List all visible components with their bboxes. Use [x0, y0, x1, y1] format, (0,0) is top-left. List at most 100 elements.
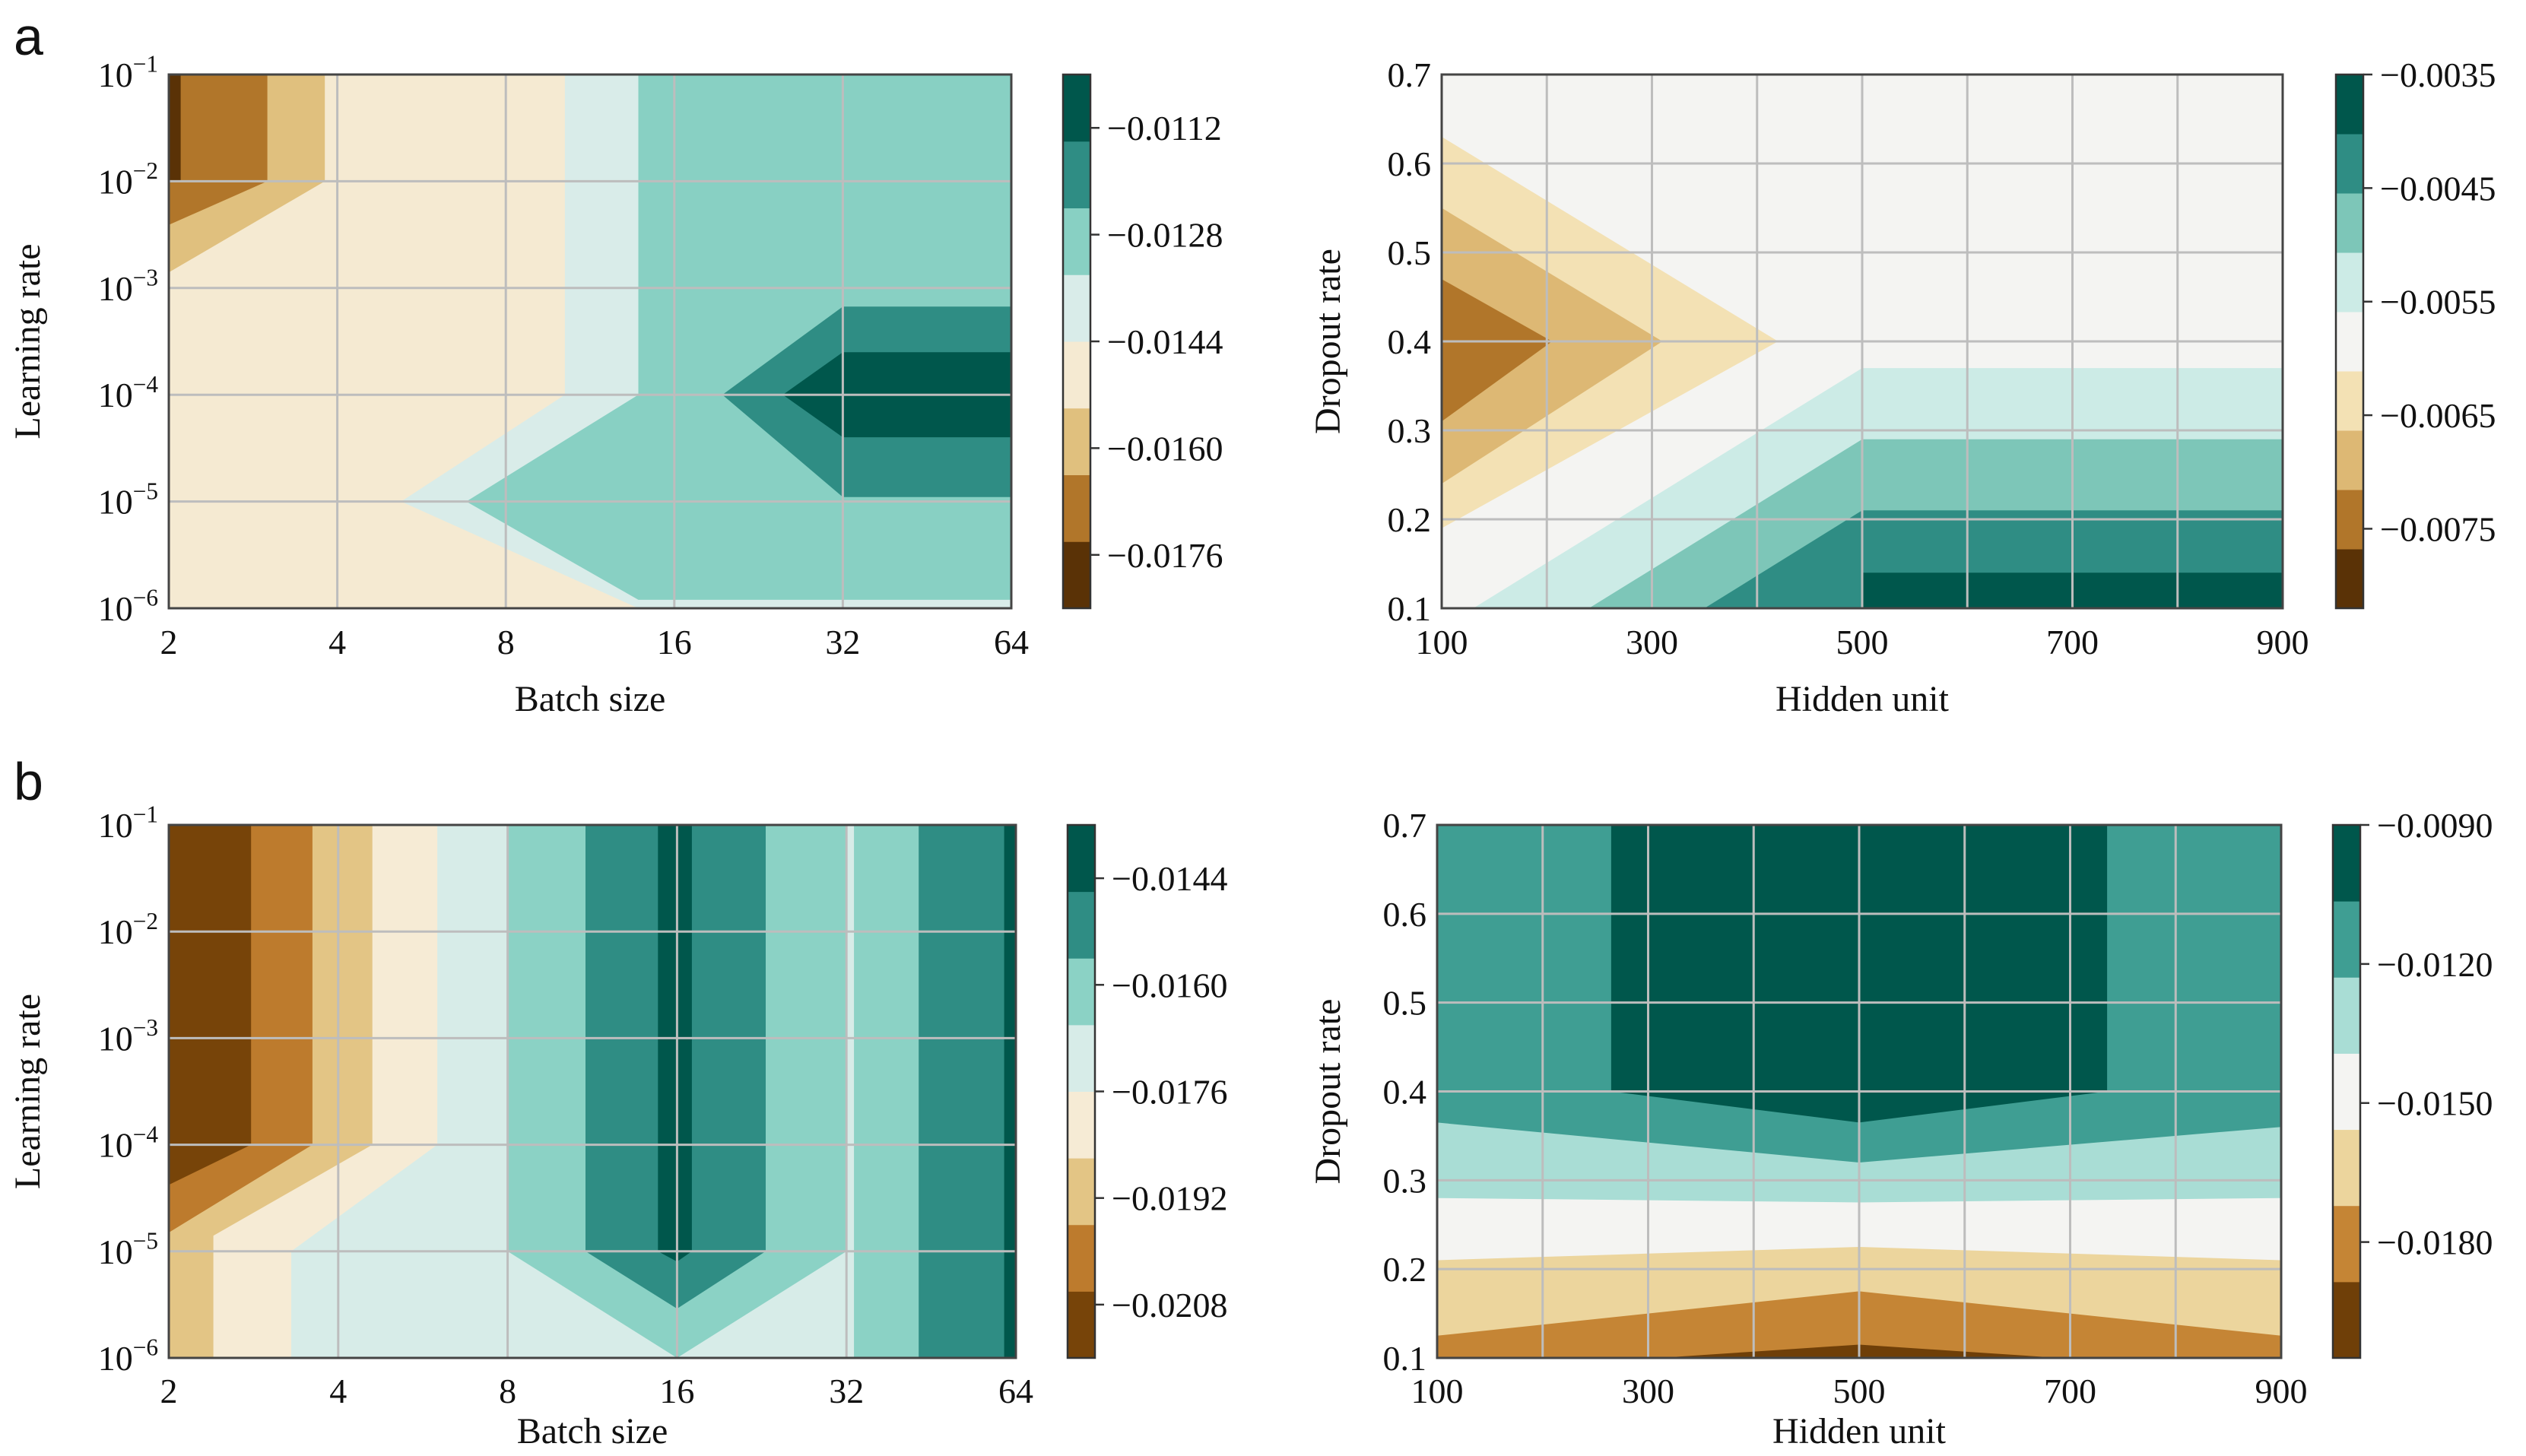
colorbar-tick-label: −0.0128 — [1107, 216, 1223, 255]
contour-region-5 — [169, 825, 252, 1185]
y-axis-label: Learning rate — [8, 243, 48, 439]
colorbar-segment — [2336, 193, 2363, 253]
x-axis-label: Hidden unit — [1772, 1411, 1947, 1451]
colorbar-tick-label: −0.0112 — [1107, 109, 1222, 148]
colorbar-tick-label: −0.0055 — [2380, 283, 2496, 322]
y-tick-label: 0.2 — [1383, 1250, 1427, 1289]
colorbar-tick-label: −0.0144 — [1112, 859, 1227, 898]
colorbar-tick-label: −0.0120 — [2377, 945, 2493, 984]
y-tick-label: 10−6 — [98, 585, 158, 628]
colorbar-segment — [1063, 474, 1090, 542]
colorbar-segment — [1063, 341, 1090, 409]
y-tick-label: 10−3 — [98, 264, 158, 307]
y-tick-label: 10−1 — [98, 51, 158, 94]
colorbar-segment — [2336, 549, 2363, 609]
contour-regions — [169, 825, 1016, 1358]
colorbar-tick-label: −0.0090 — [2377, 806, 2493, 845]
colorbar-segment — [1068, 1224, 1095, 1292]
colorbar-segment — [1063, 75, 1090, 142]
y-tick-label: 0.7 — [1388, 56, 1432, 94]
panel-letter-a: a — [14, 7, 43, 66]
colorbar-segment — [2336, 312, 2363, 372]
contour-region-9 — [919, 825, 1016, 1358]
chart-1: 2 4 8 16 32 64 10−6 10−5 10−4 10−3 10−2 10−1 Batch s… — [8, 51, 1223, 719]
x-tick-label: 100 — [1416, 623, 1468, 661]
y-tick-label: 10−5 — [98, 1227, 158, 1270]
contour-region-11 — [1004, 825, 1016, 1358]
x-tick-label: 64 — [994, 623, 1029, 661]
x-tick-label: 64 — [998, 1372, 1033, 1410]
colorbar-segment — [2336, 134, 2363, 194]
colorbar-segment — [1068, 891, 1095, 959]
x-tick-label: 16 — [659, 1372, 694, 1410]
y-tick-label: 0.5 — [1383, 984, 1427, 1023]
y-axis-label: Dropout rate — [1308, 249, 1348, 434]
colorbar-segment — [2333, 1281, 2360, 1359]
y-tick-label: 0.1 — [1388, 589, 1432, 628]
y-tick-label: 0.2 — [1388, 500, 1432, 539]
colorbar-segment — [2333, 1053, 2360, 1131]
y-tick-label: 10−6 — [98, 1334, 158, 1378]
colorbar-segment — [1068, 1291, 1095, 1359]
x-tick-label: 32 — [829, 1372, 864, 1410]
colorbar-segment — [1063, 141, 1090, 208]
x-tick-label: 100 — [1411, 1372, 1464, 1410]
y-tick-label: 0.3 — [1388, 411, 1432, 450]
colorbar-tick-label: −0.0065 — [2380, 396, 2496, 435]
y-tick-label: 0.3 — [1383, 1161, 1427, 1200]
colorbar-segment — [2333, 825, 2360, 902]
contour-region-4 — [1442, 279, 1553, 422]
y-axis-label: Dropout rate — [1308, 999, 1348, 1185]
colorbar-tick-label: −0.0045 — [2380, 169, 2496, 208]
colorbar-tick-label: −0.0035 — [2380, 56, 2496, 94]
x-tick-label: 8 — [499, 1372, 516, 1410]
colorbar-segment — [1063, 541, 1090, 609]
colorbar-segment — [1068, 958, 1095, 1026]
x-tick-label: 2 — [160, 623, 178, 661]
colorbar-frame — [2331, 823, 2362, 1359]
x-axis-label: Batch size — [517, 1411, 668, 1451]
plot-frame — [167, 823, 1017, 1359]
colorbar: −0.0090 −0.0120 −0.0150 −0.0180 — [2331, 806, 2493, 1359]
x-tick-label: 900 — [2257, 623, 2309, 661]
chart-2: 100 300 500 700 900 0.1 0.2 0.3 0.4 0.5 0.6 0.7 Hidd… — [1308, 56, 2496, 719]
y-tick-label: 0.7 — [1383, 806, 1427, 845]
colorbar-segment — [2333, 901, 2360, 978]
colorbar-segment — [1068, 1024, 1095, 1092]
colorbar-segment — [1063, 208, 1090, 275]
contour-region-3 — [169, 75, 268, 225]
y-tick-label: 0.6 — [1383, 895, 1427, 934]
x-tick-label: 500 — [1833, 1372, 1886, 1410]
colorbar-tick-label: −0.0075 — [2380, 509, 2496, 548]
x-tick-label: 4 — [328, 623, 346, 661]
x-tick-label: 16 — [657, 623, 692, 661]
colorbar-tick-label: −0.0150 — [2377, 1084, 2493, 1123]
chart-3: 2 4 8 16 32 64 10−6 10−5 10−4 10−3 10−2 10−1 Batch s… — [8, 801, 1227, 1451]
colorbar-segment — [2336, 252, 2363, 312]
y-tick-label: 0.1 — [1383, 1339, 1427, 1378]
x-tick-label: 900 — [2255, 1372, 2308, 1410]
colorbar: −0.0144 −0.0160 −0.0176 −0.0192 −0.0208 — [1066, 823, 1227, 1359]
colorbar-segment — [2336, 430, 2363, 490]
x-tick-label: 8 — [497, 623, 515, 661]
colorbar-segment — [1068, 1158, 1095, 1226]
plot-frame — [1436, 823, 2283, 1359]
colorbar-segment — [1063, 408, 1090, 475]
colorbar-tick-label: −0.0208 — [1112, 1286, 1227, 1324]
colorbar-tick-label: −0.0160 — [1107, 429, 1223, 468]
y-tick-label: 10−1 — [98, 801, 158, 845]
colorbar-segment — [2333, 977, 2360, 1054]
y-tick-label: 0.4 — [1388, 322, 1432, 361]
x-tick-label: 2 — [160, 1372, 178, 1410]
colorbar-segment — [2336, 75, 2363, 135]
x-tick-label: 700 — [2046, 623, 2099, 661]
y-tick-label: 0.4 — [1383, 1073, 1427, 1112]
x-tick-label: 300 — [1626, 623, 1678, 661]
contour-regions — [169, 75, 1011, 608]
y-tick-label: 10−4 — [98, 1121, 159, 1164]
y-tick-label: 0.5 — [1388, 233, 1432, 272]
colorbar-segment — [2336, 371, 2363, 431]
x-axis-label: Hidden unit — [1775, 679, 1950, 719]
panel-letter-b: b — [14, 752, 43, 811]
